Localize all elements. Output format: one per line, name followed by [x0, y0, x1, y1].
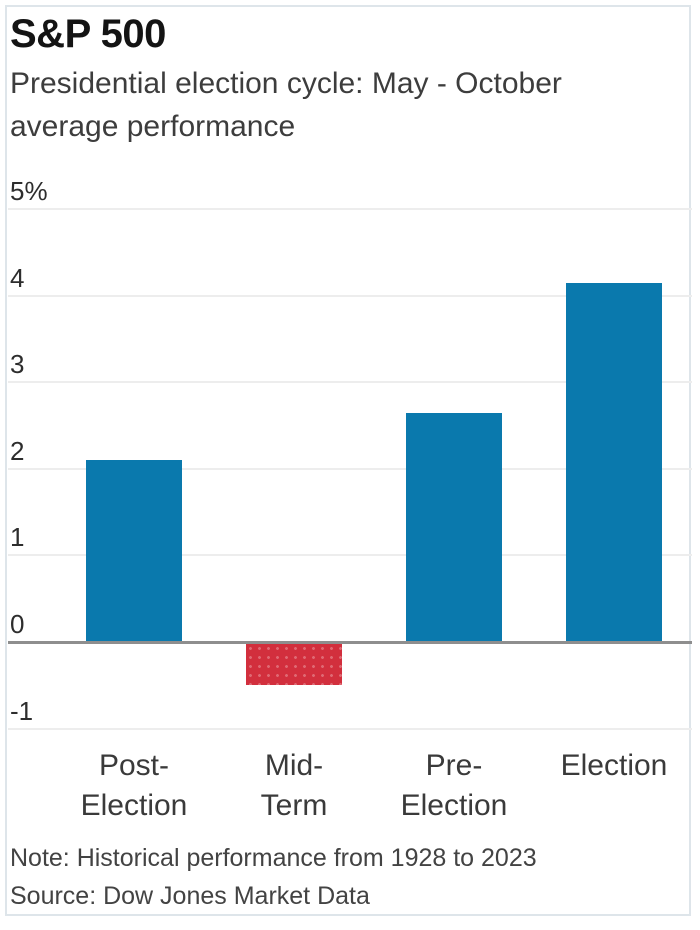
gridline-1: [8, 554, 692, 556]
x-label-pre-election: Pre- Election: [400, 749, 508, 822]
chart-title: S&P 500: [10, 12, 166, 56]
y-tick-4: 4: [10, 263, 25, 293]
bar-election: [566, 283, 662, 641]
chart-subtitle: Presidential election cycle: May - Octob…: [10, 67, 562, 143]
gridline--1: [8, 728, 692, 730]
y-tick-2: 2: [10, 436, 25, 466]
y-tick-5: 5%: [10, 176, 48, 206]
y-tick-neg1: -1: [10, 696, 34, 726]
note-text: Note: Historical performance from 1928 t…: [10, 844, 537, 872]
gridline-2: [8, 468, 692, 470]
x-label-election: Election: [560, 749, 668, 782]
source-text: Source: Dow Jones Market Data: [10, 882, 370, 910]
gridline-5: [8, 208, 692, 210]
y-tick-1: 1: [10, 522, 25, 552]
zero-axis-line: [8, 641, 692, 644]
bar-pre-election: [406, 413, 502, 641]
bar-post-election: [86, 460, 182, 641]
y-tick-0: 0: [10, 609, 25, 639]
y-tick-3: 3: [10, 349, 25, 379]
gridline-3: [8, 381, 692, 383]
bar-mid-term: [246, 644, 342, 685]
gridline-4: [8, 295, 692, 297]
x-label-mid-term: Mid- Term: [260, 749, 328, 822]
x-label-post-election: Post- Election: [80, 749, 188, 822]
